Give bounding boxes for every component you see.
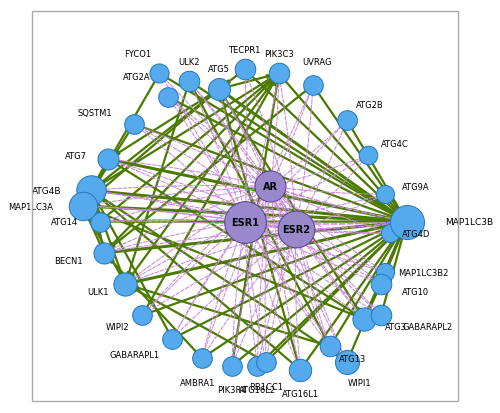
Point	[275, 71, 283, 78]
Point	[168, 335, 176, 342]
Text: MAP1LC3B2: MAP1LC3B2	[398, 268, 448, 277]
Point	[186, 79, 194, 85]
Text: ATG16L1: ATG16L1	[282, 389, 319, 399]
Text: ATG7: ATG7	[65, 152, 87, 160]
Point	[382, 269, 390, 276]
Point	[79, 203, 87, 210]
Point	[122, 281, 130, 287]
Text: RB1CC1: RB1CC1	[249, 382, 283, 391]
Point	[96, 219, 104, 225]
Point	[228, 363, 236, 369]
Point	[138, 312, 146, 319]
Text: AR: AR	[263, 182, 278, 192]
Point	[130, 121, 138, 128]
Point	[377, 312, 385, 319]
Text: ATG4D: ATG4D	[402, 229, 431, 238]
Text: GABARAPL2: GABARAPL2	[402, 323, 452, 332]
Text: ATG16L2: ATG16L2	[239, 385, 276, 394]
Text: ATG4C: ATG4C	[381, 140, 409, 149]
Point	[164, 94, 172, 101]
Point	[296, 367, 304, 373]
Text: ATG13: ATG13	[338, 354, 365, 363]
Text: ESR1: ESR1	[230, 217, 258, 227]
Point	[156, 71, 164, 78]
Point	[360, 316, 368, 323]
Text: ATG3: ATG3	[386, 323, 407, 332]
Point	[326, 343, 334, 350]
Point	[262, 359, 270, 366]
Text: PIK3C3: PIK3C3	[264, 50, 294, 59]
Point	[240, 67, 248, 74]
Text: SQSTM1: SQSTM1	[78, 109, 112, 118]
Text: PIK3R4: PIK3R4	[217, 385, 246, 394]
Text: ULK2: ULK2	[178, 57, 200, 66]
Text: UVRAG: UVRAG	[302, 57, 332, 66]
Text: ATG2A: ATG2A	[124, 73, 151, 82]
Text: BECN1: BECN1	[54, 256, 83, 266]
Point	[266, 184, 274, 190]
Text: ATG4B: ATG4B	[32, 186, 62, 195]
Point	[254, 363, 262, 369]
Text: ULK1: ULK1	[87, 287, 108, 297]
Text: FYCO1: FYCO1	[124, 50, 151, 59]
Point	[88, 188, 96, 194]
Point	[215, 86, 223, 93]
Text: WIPI2: WIPI2	[106, 323, 130, 332]
Point	[309, 83, 317, 89]
Point	[104, 157, 112, 163]
Point	[343, 359, 351, 366]
Text: ATG10: ATG10	[402, 287, 429, 297]
Text: MAP1LC3A: MAP1LC3A	[8, 202, 53, 211]
Point	[292, 227, 300, 233]
Text: ATG2B: ATG2B	[356, 101, 384, 110]
Point	[364, 153, 372, 159]
Text: WIPI1: WIPI1	[348, 378, 372, 387]
Text: GABARAPL1: GABARAPL1	[110, 350, 160, 359]
Point	[343, 118, 351, 124]
Point	[240, 219, 248, 225]
Point	[382, 192, 390, 198]
Point	[377, 281, 385, 287]
Text: ESR2: ESR2	[282, 225, 310, 235]
Text: MAP1LC3B: MAP1LC3B	[445, 218, 493, 227]
Point	[198, 355, 206, 361]
Text: TECPR1: TECPR1	[228, 46, 261, 55]
Text: ATG14: ATG14	[52, 218, 78, 227]
Text: ATG9A: ATG9A	[402, 183, 430, 192]
Text: AMBRA1: AMBRA1	[180, 378, 216, 387]
Point	[100, 250, 108, 256]
Point	[402, 219, 410, 225]
Point	[386, 230, 394, 237]
Text: ATG5: ATG5	[208, 65, 230, 74]
